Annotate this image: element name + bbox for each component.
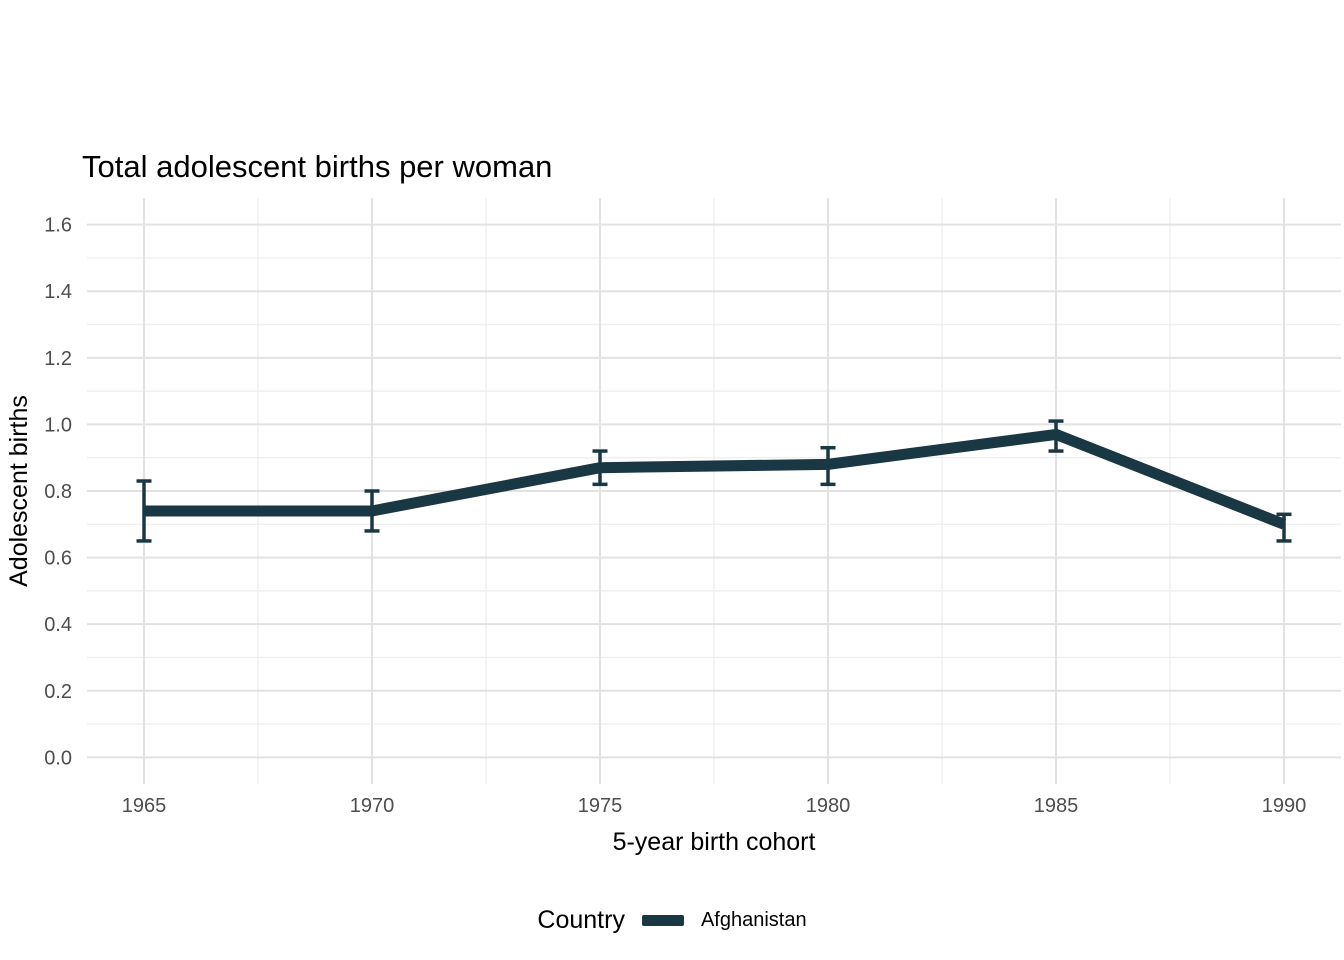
y-tick-label: 0.4 xyxy=(44,614,72,636)
chart-title: Total adolescent births per woman xyxy=(82,149,552,184)
x-tick-label: 1990 xyxy=(1262,795,1307,817)
legend-item-label: Afghanistan xyxy=(700,908,807,931)
legend-title: Country xyxy=(537,905,625,934)
y-tick-label: 1.0 xyxy=(44,414,72,436)
x-tick-label: 1970 xyxy=(350,795,395,817)
major-gridlines xyxy=(87,198,1341,784)
x-tick-labels: 1965 1970 1975 1980 1985 1990 xyxy=(122,795,1307,817)
y-tick-label: 0.0 xyxy=(44,747,72,769)
y-tick-label: 1.4 xyxy=(44,281,72,303)
x-tick-label: 1975 xyxy=(578,795,623,817)
y-tick-label: 0.2 xyxy=(44,681,72,703)
y-tick-label: 1.2 xyxy=(44,348,72,370)
x-tick-label: 1965 xyxy=(122,795,167,817)
series-line xyxy=(144,428,1287,530)
data-line-afghanistan xyxy=(144,428,1287,530)
y-tick-label: 0.8 xyxy=(44,481,72,503)
y-tick-labels: 0.0 0.2 0.4 0.6 0.8 1.0 1.2 1.4 1.6 xyxy=(44,215,72,770)
y-tick-label: 1.6 xyxy=(44,215,72,237)
y-tick-label: 0.6 xyxy=(44,548,72,570)
x-tick-label: 1980 xyxy=(806,795,851,817)
legend: Country Afghanistan xyxy=(0,900,1344,940)
x-axis-title: 5-year birth cohort xyxy=(613,828,816,856)
y-axis-title: Adolescent births xyxy=(5,395,33,587)
x-tick-label: 1985 xyxy=(1034,795,1079,817)
legend-line-swatch xyxy=(641,914,684,926)
